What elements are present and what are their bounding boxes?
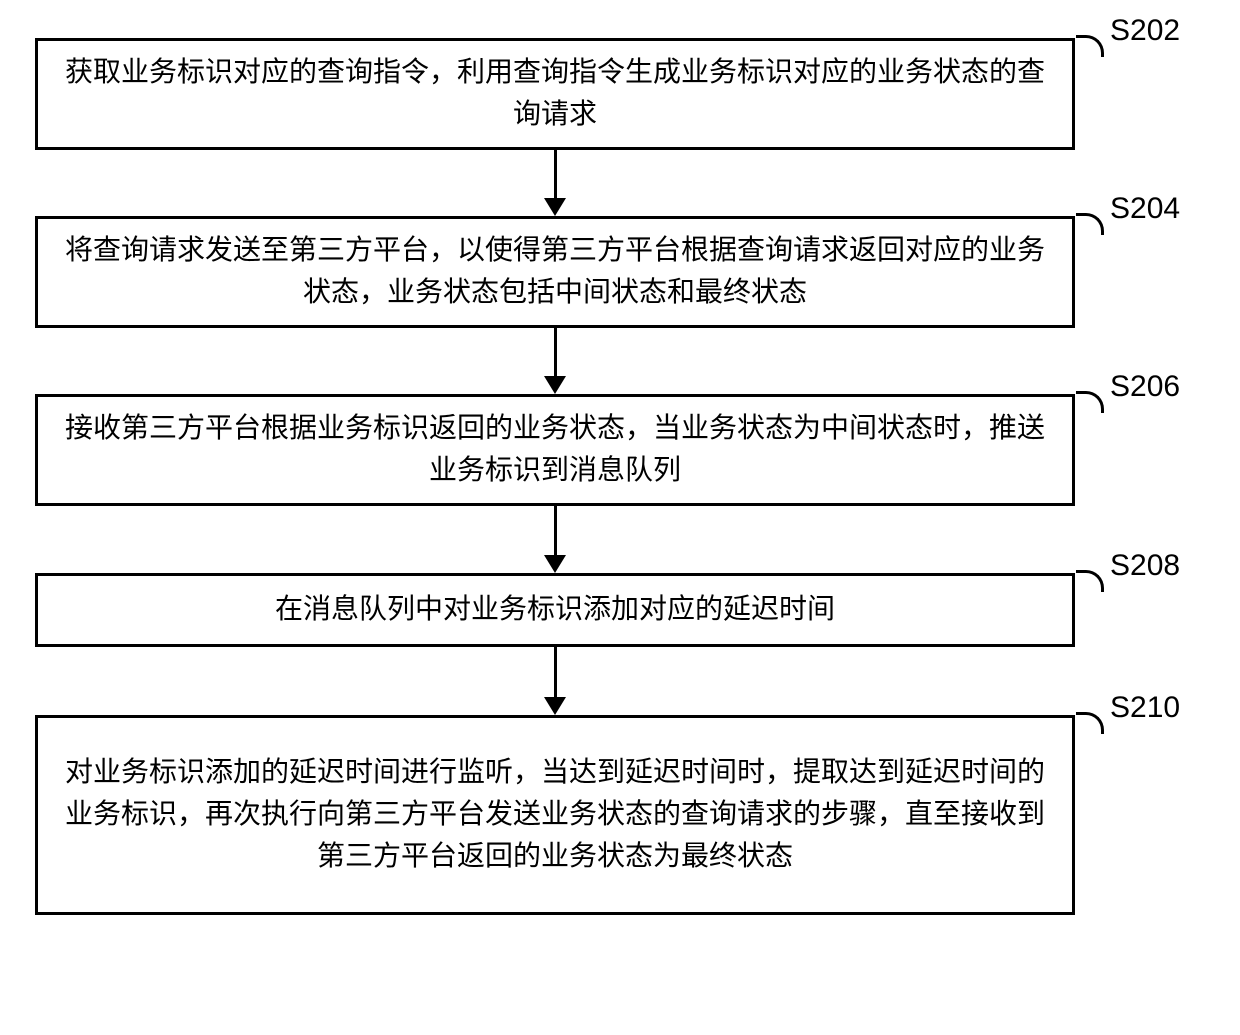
arrow-down-icon	[544, 506, 566, 573]
label-connector	[1076, 35, 1104, 57]
arrow-down-icon	[544, 150, 566, 216]
step-box-s210: 对业务标识添加的延迟时间进行监听，当达到延迟时间时，提取达到延迟时间的业务标识，…	[35, 715, 1075, 915]
step-label-s204: S204	[1110, 192, 1180, 226]
step-text: 对业务标识添加的延迟时间进行监听，当达到延迟时间时，提取达到延迟时间的业务标识，…	[58, 752, 1052, 878]
step-text: 在消息队列中对业务标识添加对应的延迟时间	[275, 589, 835, 631]
step-box-s206: 接收第三方平台根据业务标识返回的业务状态，当业务状态为中间状态时，推送业务标识到…	[35, 394, 1075, 506]
label-connector	[1076, 391, 1104, 413]
step-label-s208: S208	[1110, 549, 1180, 583]
step-box-s208: 在消息队列中对业务标识添加对应的延迟时间	[35, 573, 1075, 647]
label-connector	[1076, 712, 1104, 734]
step-text: 将查询请求发送至第三方平台，以使得第三方平台根据查询请求返回对应的业务状态，业务…	[58, 230, 1052, 314]
label-connector	[1076, 570, 1104, 592]
step-label-s206: S206	[1110, 370, 1180, 404]
label-connector	[1076, 213, 1104, 235]
step-label-s202: S202	[1110, 14, 1180, 48]
step-label-s210: S210	[1110, 691, 1180, 725]
arrow-down-icon	[544, 647, 566, 715]
flowchart-container: 获取业务标识对应的查询指令，利用查询指令生成业务标识对应的业务状态的查询请求 S…	[0, 0, 1240, 1035]
step-text: 接收第三方平台根据业务标识返回的业务状态，当业务状态为中间状态时，推送业务标识到…	[58, 408, 1052, 492]
step-box-s204: 将查询请求发送至第三方平台，以使得第三方平台根据查询请求返回对应的业务状态，业务…	[35, 216, 1075, 328]
step-text: 获取业务标识对应的查询指令，利用查询指令生成业务标识对应的业务状态的查询请求	[58, 52, 1052, 136]
arrow-down-icon	[544, 328, 566, 394]
step-box-s202: 获取业务标识对应的查询指令，利用查询指令生成业务标识对应的业务状态的查询请求	[35, 38, 1075, 150]
